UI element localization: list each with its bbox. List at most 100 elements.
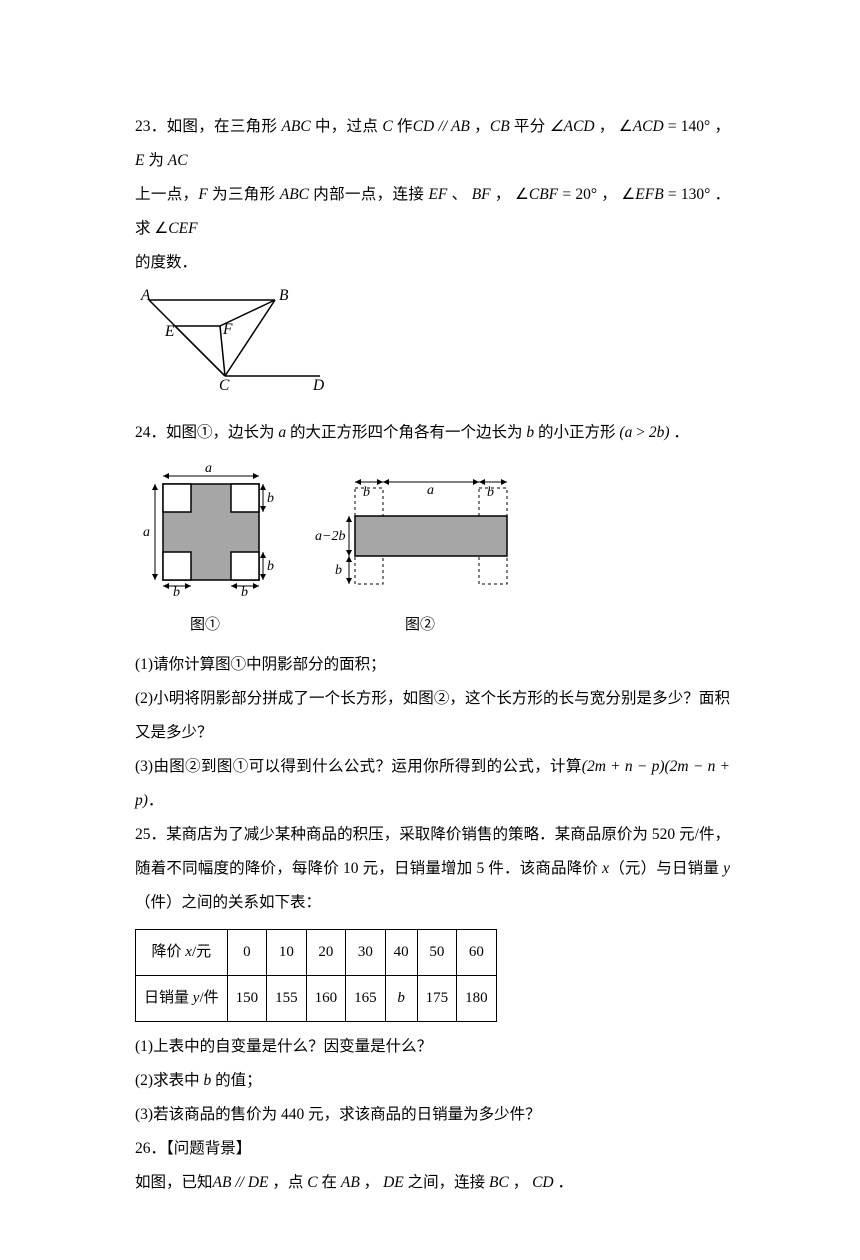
cell: 160 bbox=[306, 975, 346, 1021]
cell: 30 bbox=[346, 929, 386, 975]
colh: 降价 x/元 bbox=[136, 929, 228, 975]
table-row-y: 日销量 y/件 150 155 160 165 b 175 180 bbox=[136, 975, 497, 1021]
p26-l2h: DE bbox=[383, 1174, 404, 1191]
p24-q2: (2)小明将阴影部分拼成了一个长方形，如图②，这个长方形的长与宽分别是多少？面积… bbox=[135, 682, 730, 750]
p24-q3: (3)由图②到图①可以得到什么公式？运用你所得到的公式，计算(2m + n − … bbox=[135, 750, 730, 818]
p24-l1a: 24．如图①，边长为 bbox=[135, 424, 275, 441]
p24-fig1: a a b b b b bbox=[135, 456, 275, 596]
p26-l2: 如图，已知AB // DE ，点 C 在 AB ， DE 之间，连接 BC ， … bbox=[135, 1166, 730, 1200]
p25-q3: (3)若该商品的售价为 440 元，求该商品的日销量为多少件？ bbox=[135, 1098, 730, 1132]
cell: 50 bbox=[417, 929, 457, 975]
cell: 10 bbox=[267, 929, 307, 975]
p23-line3: 的度数． bbox=[135, 246, 730, 280]
cell: 165 bbox=[346, 975, 386, 1021]
cell: 40 bbox=[385, 929, 417, 975]
p24-l1d: b bbox=[526, 424, 534, 441]
p26-l2c: ，点 bbox=[272, 1174, 303, 1191]
svg-text:b: b bbox=[267, 559, 274, 574]
p23-l1d: C bbox=[382, 118, 392, 135]
p25-l1y: y bbox=[723, 860, 730, 877]
p25-q2c: 的值； bbox=[215, 1072, 262, 1089]
svg-text:a: a bbox=[427, 483, 434, 498]
p24-fig2: b a b a−2b b bbox=[315, 476, 525, 596]
table-row-x: 降价 x/元 0 10 20 30 40 50 60 bbox=[136, 929, 497, 975]
p23-l3: 的度数． bbox=[135, 254, 197, 271]
p26-l2m: ． bbox=[558, 1174, 574, 1191]
svg-text:b: b bbox=[363, 485, 370, 500]
p23-l2d: ABC bbox=[280, 186, 309, 203]
p24-line1: 24．如图①，边长为 a 的大正方形四个角各有一个边长为 b 的小正方形 (a … bbox=[135, 416, 730, 450]
p25-q2: (2)求表中 b 的值； bbox=[135, 1064, 730, 1098]
svg-text:b: b bbox=[241, 585, 248, 596]
p26-l2d: C bbox=[307, 1174, 317, 1191]
cell: 60 bbox=[457, 929, 497, 975]
cell: 150 bbox=[227, 975, 267, 1021]
p23-l1o: 为 bbox=[148, 152, 164, 169]
p23-l1n: E bbox=[135, 152, 144, 169]
p23-l1h: CB bbox=[490, 118, 510, 135]
p25-l1x: x bbox=[602, 860, 609, 877]
p23-fig: A B E F C D bbox=[135, 286, 730, 409]
rowh: 日销量 y/件 bbox=[136, 975, 228, 1021]
svg-text:a: a bbox=[205, 461, 212, 476]
p24-l1g: ． bbox=[673, 424, 689, 441]
p26-l2e: 在 bbox=[321, 1174, 337, 1191]
cell: 0 bbox=[227, 929, 267, 975]
svg-text:a−2b: a−2b bbox=[315, 529, 345, 544]
p23-l1g: ， bbox=[474, 118, 490, 135]
p23-l2f: EF bbox=[428, 186, 447, 203]
p26-l2l: CD bbox=[532, 1174, 554, 1191]
p26-l2g: ， bbox=[364, 1174, 380, 1191]
p24-fig1-label: 图① bbox=[135, 609, 275, 642]
p25-table: 降价 x/元 0 10 20 30 40 50 60 日销量 y/件 150 1… bbox=[135, 929, 497, 1022]
cell: 180 bbox=[457, 975, 497, 1021]
cell: b bbox=[385, 975, 417, 1021]
p23-l1k: ， bbox=[599, 118, 615, 135]
p26-l2i: 之间，连接 bbox=[408, 1174, 486, 1191]
svg-text:B: B bbox=[279, 287, 289, 304]
p23-l2a: 上一点， bbox=[135, 186, 198, 203]
svg-text:D: D bbox=[312, 377, 324, 394]
p23-line2: 上一点，F 为三角形 ABC 内部一点，连接 EF 、 BF ， ∠CBF = … bbox=[135, 178, 730, 246]
p23-l2k: ， bbox=[601, 186, 617, 203]
p24-q3c: ． bbox=[148, 792, 164, 809]
p23-l2g: 、 bbox=[452, 186, 468, 203]
p23-l2h: BF bbox=[472, 186, 491, 203]
p23-l1f: CD // AB bbox=[413, 118, 470, 135]
svg-text:b: b bbox=[335, 563, 342, 578]
p25-l1t: （件）之间的关系如下表： bbox=[135, 894, 321, 911]
cell: 20 bbox=[306, 929, 346, 975]
p25-l1u: （元）与日销量 bbox=[609, 860, 719, 877]
p24-q1: (1)请你计算图①中阴影部分的面积； bbox=[135, 648, 730, 682]
p23-l1m: ， bbox=[714, 118, 730, 135]
svg-text:E: E bbox=[164, 323, 175, 340]
p23-l1p: AC bbox=[168, 152, 188, 169]
p23-l2e: 内部一点，连接 bbox=[313, 186, 424, 203]
p24-q3a: (3)由图②到图①可以得到什么公式？运用你所得到的公式，计算 bbox=[135, 758, 582, 775]
p24-fig2-label: 图② bbox=[315, 609, 525, 642]
p26-l2b: AB // DE bbox=[213, 1174, 269, 1191]
p23-l2b: F bbox=[198, 186, 207, 203]
p26-l2a: 如图，已知 bbox=[135, 1174, 213, 1191]
p24-l1e: 的小正方形 bbox=[538, 424, 616, 441]
p23-l2c: 为三角形 bbox=[212, 186, 275, 203]
p23-l1e: 作 bbox=[397, 118, 413, 135]
svg-text:a: a bbox=[143, 525, 150, 540]
p24-l1c: 的大正方形四个角各有一个边长为 bbox=[290, 424, 523, 441]
p25-q2b: b bbox=[203, 1072, 211, 1089]
svg-text:F: F bbox=[222, 321, 233, 338]
p26-l2f: AB bbox=[341, 1174, 360, 1191]
p26-l1: 26．【问题背景】 bbox=[135, 1132, 730, 1166]
p25-q2a: (2)求表中 bbox=[135, 1072, 200, 1089]
p23-l1c: 中，过点 bbox=[315, 118, 378, 135]
p23-l1j: ∠ACD bbox=[550, 118, 595, 135]
svg-text:b: b bbox=[267, 491, 274, 506]
p23-line1: 23．如图，在三角形 ABC 中，过点 C 作CD // AB ，CB 平分 ∠… bbox=[135, 110, 730, 178]
cell: 175 bbox=[417, 975, 457, 1021]
p25-q1: (1)上表中的自变量是什么？因变量是什么？ bbox=[135, 1030, 730, 1064]
p23-l1b: ABC bbox=[281, 118, 310, 135]
p23-l1i: 平分 bbox=[514, 118, 546, 135]
p26-l2j: BC bbox=[489, 1174, 509, 1191]
svg-text:C: C bbox=[219, 377, 230, 394]
p24-figs: a a b b b b 图① bbox=[135, 456, 730, 642]
